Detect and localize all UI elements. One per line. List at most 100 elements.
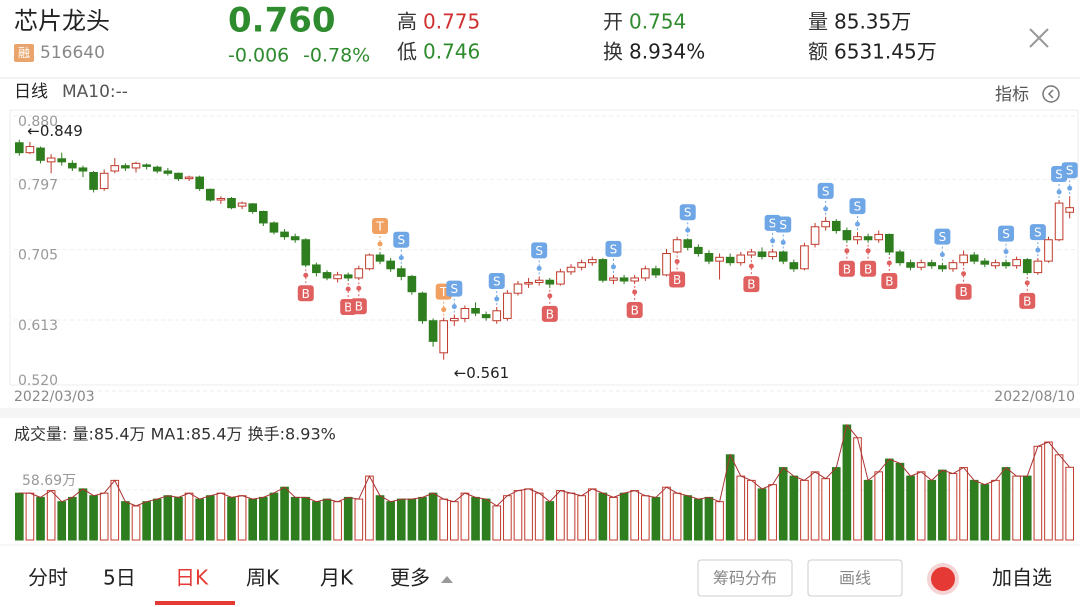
volume-bar: [800, 479, 809, 541]
tab[interactable]: 周K: [246, 566, 280, 590]
volume-bar: [906, 475, 915, 541]
candle-body: [301, 239, 311, 266]
candle-body: [694, 246, 703, 254]
candle-body: [36, 147, 45, 161]
signal-label: T: [439, 285, 448, 299]
volume-bar: [630, 490, 640, 541]
candle-body: [513, 283, 523, 294]
volume-bar: [885, 458, 894, 541]
volume-bar: [259, 496, 268, 541]
volume-bar: [68, 496, 77, 541]
indicator-icon[interactable]: [1042, 85, 1060, 103]
signal-dot: [1035, 247, 1041, 253]
candle-body: [99, 172, 109, 190]
signal-label: S: [451, 282, 459, 296]
volume-bar: [1033, 445, 1043, 541]
volume-bar: [36, 496, 45, 541]
candle-body: [969, 254, 979, 262]
tab[interactable]: 5日: [103, 566, 136, 590]
volume-bar: [991, 479, 1000, 541]
candle-body: [821, 220, 830, 228]
annotation: ←0.849: [27, 122, 83, 140]
value: 8.934%: [629, 40, 705, 64]
volume-bar: [789, 475, 799, 541]
candle-body: [874, 233, 884, 241]
signal-box: [1019, 292, 1036, 309]
volume-bar: [810, 471, 820, 541]
signal-dot: [377, 241, 383, 247]
button[interactable]: [697, 559, 793, 597]
tab[interactable]: 分时: [28, 566, 68, 590]
volume-bar: [322, 498, 332, 541]
signal-label: S: [1055, 168, 1063, 182]
candle-body: [396, 268, 406, 277]
candle-body: [895, 251, 905, 264]
volume-bar: [948, 473, 958, 541]
volume-bar: [195, 498, 204, 541]
candle-body: [1044, 239, 1053, 262]
signal-label: B: [747, 278, 755, 292]
button-label[interactable]: 筹码分布: [713, 569, 777, 588]
signal-label: B: [673, 273, 681, 287]
y-tick-label: 0.613: [18, 318, 58, 334]
volume-bar: [184, 492, 194, 541]
candle-body: [831, 220, 841, 232]
candle-body: [195, 176, 204, 190]
candle-body: [1065, 207, 1075, 213]
candle-body: [959, 254, 968, 264]
button[interactable]: [807, 559, 903, 597]
candle-body: [1001, 262, 1011, 267]
volume-bar: [842, 424, 852, 541]
signal-dot: [823, 206, 829, 212]
volume-bar: [747, 479, 756, 541]
close-button[interactable]: [1029, 28, 1049, 48]
volume-bar: [78, 488, 88, 541]
signal-box: [626, 302, 643, 319]
candle-body: [736, 254, 746, 264]
candle-body: [460, 308, 470, 319]
signal-dot: [494, 296, 500, 302]
volume-bar: [131, 505, 141, 541]
candle-body: [715, 256, 724, 262]
record-button[interactable]: [931, 567, 955, 591]
value: 6531.45万: [834, 40, 937, 64]
button-label[interactable]: 画线: [839, 569, 871, 588]
signal-label: S: [1034, 226, 1042, 240]
signal-dot: [303, 272, 309, 278]
signal-label: S: [397, 233, 405, 247]
candle-body: [524, 282, 533, 285]
candle-body: [662, 253, 671, 276]
candle-body: [747, 251, 756, 256]
signal-dot: [610, 264, 616, 270]
volume-bar: [418, 496, 427, 541]
signal-label: B: [355, 300, 363, 314]
tab[interactable]: 月K: [320, 566, 354, 590]
signal-dot: [844, 248, 850, 254]
candle-body: [906, 262, 915, 268]
add-watchlist[interactable]: 加自选: [992, 566, 1052, 590]
x-tick-label: 2022/08/10: [994, 389, 1075, 405]
candle-body: [545, 279, 555, 285]
volume-bar: [57, 501, 67, 541]
chart-frame: [9, 109, 1079, 386]
signal-dot: [451, 304, 457, 310]
candle-body: [938, 265, 947, 270]
indicator-button[interactable]: 指标: [995, 85, 1029, 105]
tab[interactable]: 日K: [175, 566, 209, 590]
signal-label: B: [864, 262, 872, 276]
volume-bar: [619, 492, 629, 541]
tab[interactable]: 更多: [390, 566, 430, 590]
candle-body: [768, 251, 777, 258]
volume-bar: [449, 501, 459, 541]
candle-body: [598, 259, 608, 281]
signal-dot: [345, 286, 351, 292]
candle-body: [587, 259, 597, 264]
signal-dot: [865, 248, 871, 254]
volume-bar: [566, 492, 576, 541]
candle-body: [322, 272, 332, 279]
signal-label: S: [854, 200, 862, 214]
volume-bar: [874, 471, 884, 541]
volume-bar: [683, 495, 693, 541]
candle-body: [853, 236, 862, 241]
ma1-line: [19, 423, 1071, 507]
